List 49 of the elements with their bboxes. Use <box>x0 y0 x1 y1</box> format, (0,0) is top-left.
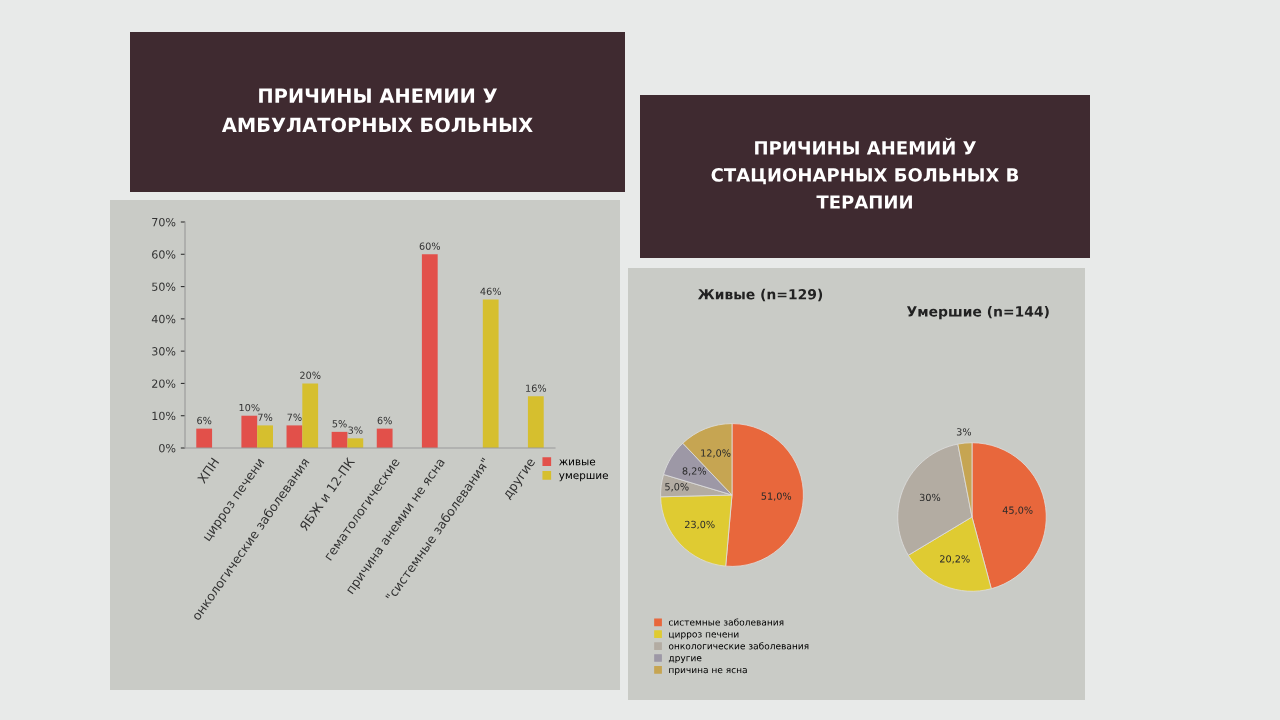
legend-label: живые <box>559 459 596 466</box>
legend-label: онкологические заболевания <box>668 642 809 650</box>
y-tick-label: 70% <box>152 217 176 227</box>
legend-label: цирроз печени <box>669 632 739 640</box>
data-label: 7% <box>258 413 273 421</box>
bar <box>241 415 258 448</box>
data-label: 20,2% <box>940 555 970 564</box>
y-tick-label: 0% <box>159 443 176 453</box>
bar <box>482 299 499 448</box>
data-label: 7% <box>287 413 302 421</box>
data-label: 6% <box>197 416 212 425</box>
bar <box>257 425 273 448</box>
legend-label: другие <box>668 656 702 664</box>
data-label: 6% <box>377 416 392 425</box>
bar <box>302 383 319 448</box>
chart-subtitle: Умершие (n=144) <box>906 305 1049 320</box>
bar <box>286 425 303 448</box>
bar <box>376 428 393 448</box>
data-label: 20% <box>300 371 321 379</box>
bar <box>421 254 438 448</box>
bar <box>347 438 364 448</box>
data-label: 23,0% <box>684 520 715 530</box>
chart-subtitle: Живые (n=129) <box>697 288 823 302</box>
bar <box>196 428 213 448</box>
data-label: 10% <box>239 403 260 412</box>
y-tick-label: 30% <box>152 347 176 356</box>
y-tick-label: 20% <box>152 379 176 388</box>
y-tick-label: 10% <box>152 411 176 421</box>
data-label: 12,0% <box>701 449 731 458</box>
data-label: 3% <box>348 426 363 434</box>
legend-label: умершие <box>559 473 608 482</box>
chart-title: ПРИЧИНЫ АНЕМИИ У АМБУЛАТОРНЫХ БОЛЬНЫХ <box>221 88 533 133</box>
data-label: 3% <box>956 428 972 436</box>
data-label: 16% <box>526 384 547 392</box>
data-label: 60% <box>419 242 441 250</box>
y-tick-label: 50% <box>152 282 176 291</box>
data-label: 8,2% <box>682 467 707 476</box>
text: ПРИЧИНЫ АНЕМИЙ У СТАЦИОНАРНЫХ БОЛЬНЫХ В ТЕРАПИИ <box>711 137 1019 209</box>
data-label: 30% <box>919 493 941 502</box>
data-label: 51,0% <box>761 492 792 501</box>
data-label: 5,0% <box>665 483 689 492</box>
data-label: 5% <box>332 420 347 428</box>
data-label: 46% <box>480 287 501 296</box>
legend-label: системные заболевания <box>668 618 784 626</box>
bar <box>527 396 544 448</box>
y-tick-label: 60% <box>152 250 176 259</box>
data-label: 45,0% <box>1002 506 1033 515</box>
legend-label: причина не ясна <box>669 668 747 675</box>
y-tick-label: 40% <box>151 314 176 324</box>
